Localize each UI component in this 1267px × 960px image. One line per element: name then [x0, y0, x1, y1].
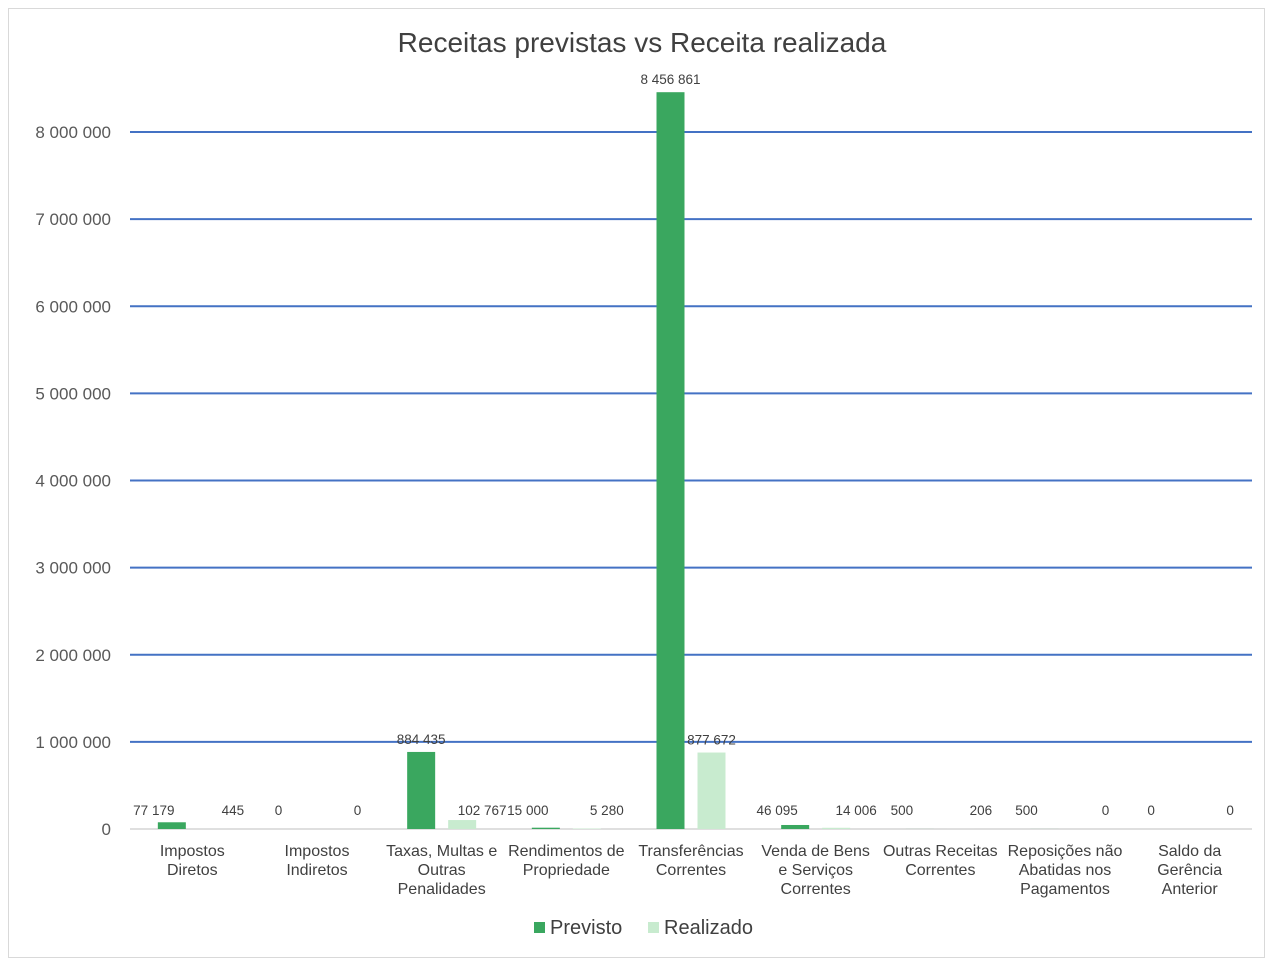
legend-label-previsto: Previsto [550, 917, 622, 939]
bar-previsto [781, 824, 810, 829]
data-label-realizado: 877 672 [687, 733, 736, 748]
y-tick-label: 3 000 000 [35, 559, 111, 578]
x-category-label: Impostos [160, 843, 225, 860]
data-label-previsto: 46 095 [757, 803, 798, 818]
data-label-previsto: 8 456 861 [640, 72, 700, 87]
data-label-previsto: 0 [1147, 803, 1155, 818]
bar-previsto [157, 822, 186, 829]
x-category-label: Impostos [285, 843, 350, 860]
data-label-previsto: 884 435 [397, 732, 446, 747]
bar-previsto [656, 92, 685, 829]
x-category-label: Rendimentos de [508, 843, 625, 860]
data-label-previsto: 500 [1015, 803, 1038, 818]
y-tick-label: 8 000 000 [35, 123, 111, 142]
x-category-label: Propriedade [523, 862, 610, 879]
data-label-previsto: 500 [891, 803, 914, 818]
y-tick-label: 4 000 000 [35, 472, 111, 491]
y-tick-label: 7 000 000 [35, 210, 111, 229]
x-category-label: Pagamentos [1020, 881, 1110, 898]
bar-realizado [448, 820, 477, 829]
data-label-previsto: 77 179 [133, 803, 174, 818]
x-category-label: Indiretos [286, 862, 347, 879]
data-label-previsto: 0 [275, 803, 283, 818]
y-tick-label: 1 000 000 [35, 733, 111, 752]
x-category-label: e Serviços [778, 862, 853, 879]
x-category-label: Diretos [167, 862, 218, 879]
x-category-label: Transferências [638, 843, 743, 860]
legend-swatch-previsto [534, 922, 545, 933]
bar-previsto [407, 751, 436, 829]
chart-frame [8, 8, 1265, 958]
chart-title: Receitas previstas vs Receita realizada [398, 27, 887, 58]
x-category-label: Correntes [656, 862, 726, 879]
x-category-label: Gerência [1157, 862, 1222, 879]
data-label-realizado: 5 280 [590, 803, 624, 818]
bar-realizado [822, 827, 851, 829]
x-category-label: Reposições não [1008, 843, 1123, 860]
y-tick-label: 2 000 000 [35, 646, 111, 665]
x-category-label: Correntes [781, 881, 851, 898]
x-category-label: Outras [418, 862, 466, 879]
data-label-previsto: 15 000 [507, 803, 548, 818]
x-category-label: Abatidas nos [1019, 862, 1112, 879]
x-category-label: Saldo da [1158, 843, 1221, 860]
data-label-realizado: 445 [222, 803, 245, 818]
y-tick-label: 6 000 000 [35, 297, 111, 316]
data-label-realizado: 0 [1102, 803, 1110, 818]
bar-previsto [531, 827, 560, 829]
y-tick-label: 0 [102, 820, 111, 839]
data-label-realizado: 0 [1226, 803, 1234, 818]
data-label-realizado: 206 [970, 803, 993, 818]
y-tick-label: 5 000 000 [35, 384, 111, 403]
x-category-label: Venda de Bens [761, 843, 870, 860]
legend-swatch-realizado [648, 922, 659, 933]
x-category-label: Penalidades [398, 881, 486, 898]
x-category-label: Taxas, Multas e [386, 843, 497, 860]
x-category-label: Anterior [1162, 881, 1219, 898]
x-category-label: Correntes [905, 862, 975, 879]
bar-realizado [697, 752, 726, 829]
x-category-label: Outras Receitas [883, 843, 998, 860]
data-label-realizado: 102 767 [458, 803, 507, 818]
data-label-realizado: 14 006 [836, 803, 877, 818]
data-label-realizado: 0 [354, 803, 362, 818]
legend-label-realizado: Realizado [664, 917, 753, 939]
